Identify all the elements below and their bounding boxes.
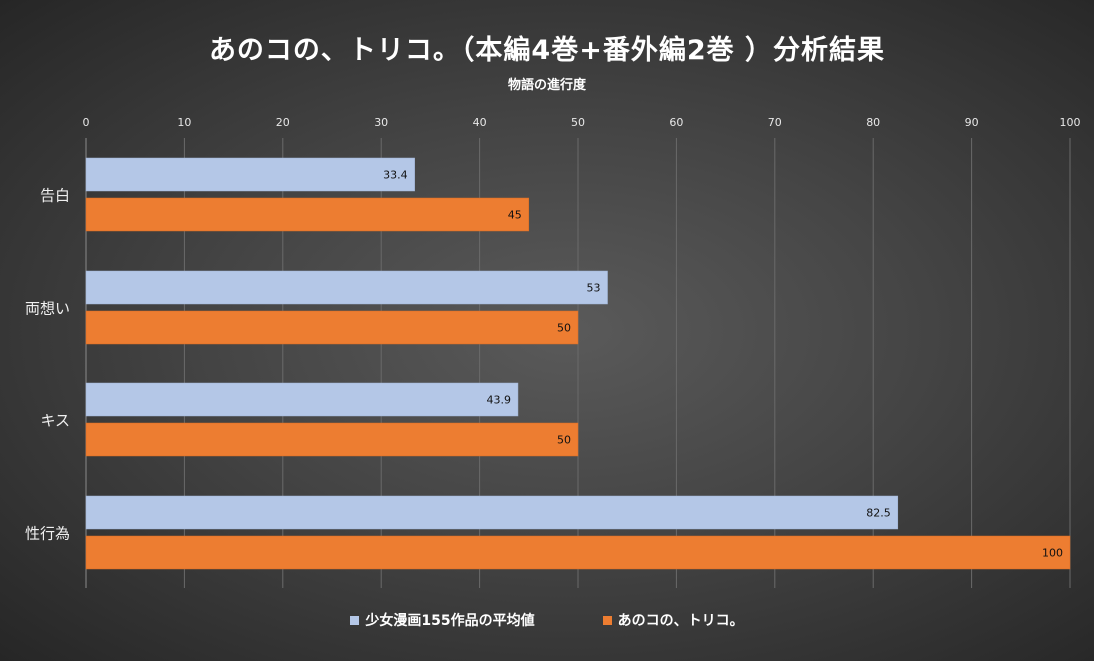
bar — [85, 270, 608, 305]
bar — [85, 382, 519, 417]
axis-title: 物語の進行度 — [507, 78, 586, 93]
x-tick-label: 50 — [571, 116, 585, 129]
x-tick-label: 60 — [669, 116, 683, 129]
data-label: 33.4 — [383, 169, 408, 182]
data-label: 45 — [508, 209, 522, 222]
legend-swatch-anoko — [602, 615, 612, 625]
x-tick-label: 70 — [768, 116, 782, 129]
category-label: 告白 — [40, 187, 70, 205]
data-label: 50 — [557, 434, 571, 447]
legend-item-anoko: あのコの、トリコ。 — [602, 610, 744, 630]
bar — [85, 310, 579, 345]
data-label: 53 — [587, 282, 601, 295]
data-label: 100 — [1042, 547, 1063, 560]
bar — [85, 422, 579, 457]
x-tick-label: 90 — [965, 116, 979, 129]
x-tick-label: 40 — [473, 116, 487, 129]
bar — [85, 495, 899, 530]
data-label: 43.9 — [486, 394, 511, 407]
category-label: キス — [40, 412, 70, 430]
chart-title: あのコの、トリコ。（本編4巻+番外編2巻 ）分析結果 — [208, 35, 886, 66]
category-label: 両想い — [25, 300, 70, 318]
x-tick-label: 0 — [83, 116, 90, 129]
bar — [85, 197, 530, 232]
x-tick-label: 80 — [866, 116, 880, 129]
category-label: 性行為 — [25, 525, 70, 543]
x-tick-label: 20 — [276, 116, 290, 129]
bar — [85, 535, 1071, 570]
legend-label-anoko: あのコの、トリコ。 — [617, 613, 744, 629]
data-label: 82.5 — [866, 507, 891, 520]
x-tick-label: 100 — [1060, 116, 1081, 129]
legend-label-average: 少女漫画155作品の平均値 — [365, 613, 535, 629]
x-tick-label: 10 — [177, 116, 191, 129]
legend-item-average: 少女漫画155作品の平均値 — [350, 610, 535, 630]
legend-swatch-average — [350, 615, 360, 625]
x-tick-label: 30 — [374, 116, 388, 129]
bar — [85, 157, 415, 192]
data-label: 50 — [557, 322, 571, 335]
legend: 少女漫画155作品の平均値 あのコの、トリコ。 — [0, 610, 1094, 630]
